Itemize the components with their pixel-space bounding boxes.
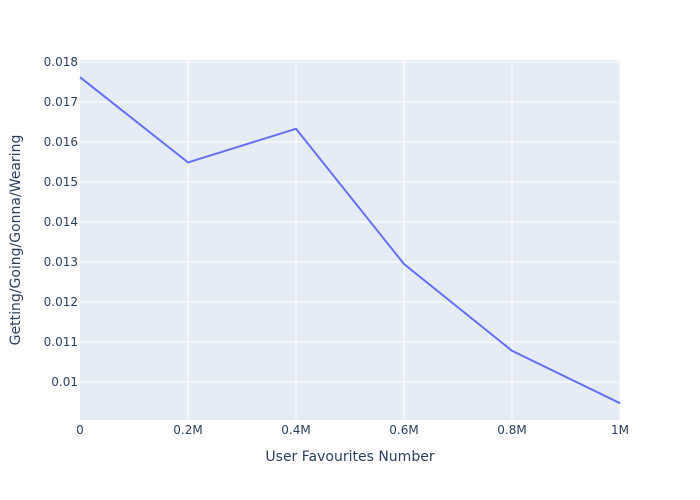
y-tick-label: 0.018 (44, 55, 78, 69)
y-tick-label: 0.017 (44, 95, 78, 109)
x-tick-label: 1M (611, 423, 629, 437)
grid-lines (80, 60, 621, 420)
x-tick-label: 0.2M (173, 423, 202, 437)
y-tick-label: 0.015 (44, 175, 78, 189)
y-tick-label: 0.012 (44, 295, 78, 309)
x-axis-title: User Favourites Number (265, 449, 434, 465)
y-tick-label: 0.011 (44, 335, 78, 349)
x-tick-label: 0 (76, 423, 84, 437)
tick-labels: 0 0.2M 0.4M 0.6M 0.8M 1M 0.01 0.011 0.012 0.013 0.… (44, 55, 629, 437)
x-tick-label: 0.6M (389, 423, 418, 437)
plot-area (80, 60, 620, 420)
y-axis-title: Getting/Going/Gonna/Wearing (8, 135, 24, 346)
y-tick-label: 0.014 (44, 215, 78, 229)
y-tick-label: 0.01 (51, 375, 78, 389)
y-tick-label: 0.013 (44, 255, 78, 269)
y-tick-label: 0.016 (44, 135, 78, 149)
x-tick-label: 0.8M (497, 423, 526, 437)
x-tick-label: 0.4M (281, 423, 310, 437)
series-line (79, 76, 621, 405)
